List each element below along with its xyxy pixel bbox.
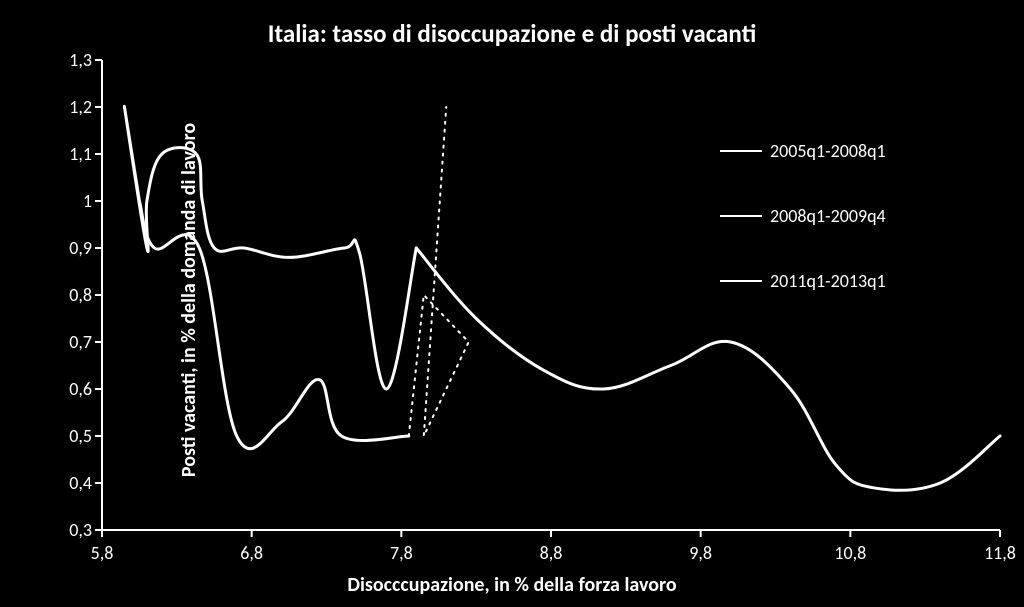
- series-dotted-connector: [409, 107, 469, 436]
- y-tick-label: 0,8: [52, 284, 92, 306]
- y-tick-label: 1,3: [52, 49, 92, 71]
- y-tick-label: 1,1: [52, 143, 92, 165]
- series-2011q1-2013q1: [416, 248, 1000, 490]
- y-tick-label: 0,7: [52, 331, 92, 353]
- chart-svg: [0, 0, 1024, 607]
- legend-entry: 2008q1-2009q4: [720, 205, 886, 227]
- legend-entry: 2011q1-2013q1: [720, 270, 886, 292]
- x-tick-label: 7,8: [390, 542, 413, 564]
- x-tick-label: 10,8: [834, 542, 866, 564]
- chart-container: Italia: tasso di disoccupazione e di pos…: [0, 0, 1024, 607]
- legend-line-icon: [720, 215, 762, 218]
- series-2005q1-2008q1: [124, 106, 416, 389]
- legend-label: 2005q1-2008q1: [770, 140, 886, 162]
- y-tick-label: 0,9: [52, 237, 92, 259]
- x-tick-label: 8,8: [540, 542, 563, 564]
- x-tick-label: 9,8: [689, 542, 712, 564]
- y-tick-label: 0,4: [52, 472, 92, 494]
- y-tick-label: 1: [52, 190, 92, 212]
- x-tick-label: 6,8: [240, 542, 263, 564]
- y-tick-label: 0,6: [52, 378, 92, 400]
- legend-entry: 2005q1-2008q1: [720, 140, 886, 162]
- y-tick-label: 1,2: [52, 96, 92, 118]
- legend-label: 2011q1-2013q1: [770, 270, 886, 292]
- legend-label: 2008q1-2009q4: [770, 205, 886, 227]
- x-tick-label: 11,8: [984, 542, 1016, 564]
- y-tick-label: 0,3: [52, 519, 92, 541]
- series-2008q1-2009q4: [139, 201, 408, 449]
- y-tick-label: 0,5: [52, 425, 92, 447]
- legend-line-icon: [720, 280, 762, 283]
- legend-line-icon: [720, 150, 762, 153]
- x-tick-label: 5,8: [91, 542, 114, 564]
